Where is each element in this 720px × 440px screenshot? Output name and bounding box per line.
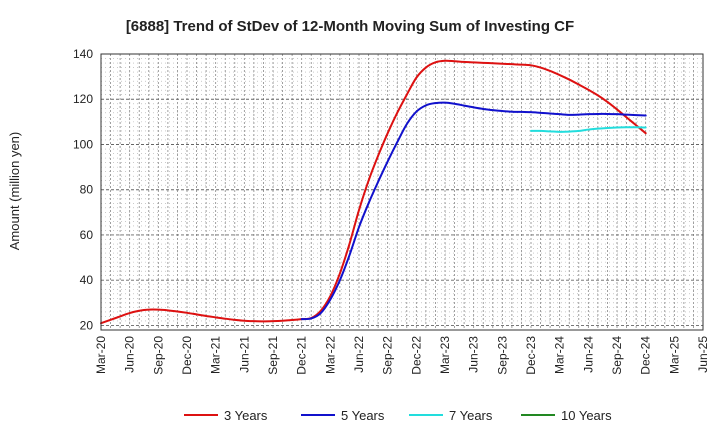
y-tick-label: 60 xyxy=(80,228,94,242)
x-tick-label: Jun-20 xyxy=(123,336,137,373)
x-tick-label: Dec-21 xyxy=(295,336,309,375)
plot-background xyxy=(101,54,703,330)
series-line-3-years xyxy=(100,59,647,325)
legend-label: 7 Years xyxy=(449,408,493,423)
legend-label: 10 Years xyxy=(561,408,612,423)
plot-area xyxy=(100,53,704,331)
x-tick-label: Jun-21 xyxy=(237,336,251,373)
series-line-5-years xyxy=(300,101,647,321)
y-tick-label: 120 xyxy=(73,92,93,106)
x-tick-label: Mar-21 xyxy=(209,336,223,374)
x-tick-label: Sep-22 xyxy=(381,336,395,375)
series-line-7-years xyxy=(530,126,647,133)
x-tick-label: Mar-23 xyxy=(438,336,452,374)
x-tick-label: Jun-24 xyxy=(581,336,595,373)
x-tick-label: Mar-24 xyxy=(553,336,567,374)
x-tick-label: Dec-20 xyxy=(180,336,194,375)
x-axis: Mar-20 Jun-20 Sep-20 Dec-20 Mar-21 Jun-21 Sep-… xyxy=(94,336,710,375)
y-axis-title: Amount (million yen) xyxy=(7,132,22,251)
plot-frame xyxy=(100,53,704,331)
y-tick-label: 20 xyxy=(80,318,94,332)
x-tick-label: Dec-23 xyxy=(524,336,538,375)
series-layer xyxy=(100,59,647,325)
x-tick-label: Sep-24 xyxy=(610,336,624,375)
x-tick-label: Sep-20 xyxy=(151,336,165,375)
legend-label: 3 Years xyxy=(224,408,268,423)
x-tick-label: Jun-23 xyxy=(467,336,481,373)
x-tick-label: Dec-24 xyxy=(639,336,653,375)
x-tick-label: Dec-22 xyxy=(409,336,423,375)
x-tick-label: Jun-22 xyxy=(352,336,366,373)
x-tick-label: Sep-23 xyxy=(495,336,509,375)
x-tick-label: Mar-22 xyxy=(323,336,337,374)
legend-label: 5 Years xyxy=(341,408,385,423)
y-tick-label: 80 xyxy=(80,183,94,197)
x-tick-label: Sep-21 xyxy=(266,336,280,375)
x-tick-label: Jun-25 xyxy=(696,336,710,373)
y-axis: 20 40 60 80 100 120 140 xyxy=(73,47,93,332)
chart-title: [6888] Trend of StDev of 12-Month Moving… xyxy=(126,18,574,35)
grid xyxy=(101,54,703,330)
x-tick-label: Mar-20 xyxy=(94,336,108,374)
x-tick-label: Mar-25 xyxy=(667,336,681,374)
y-tick-label: 140 xyxy=(73,47,93,61)
legend: 3 Years 5 Years 7 Years 10 Years xyxy=(184,408,612,423)
y-tick-label: 100 xyxy=(73,137,93,151)
y-tick-label: 40 xyxy=(80,273,94,287)
